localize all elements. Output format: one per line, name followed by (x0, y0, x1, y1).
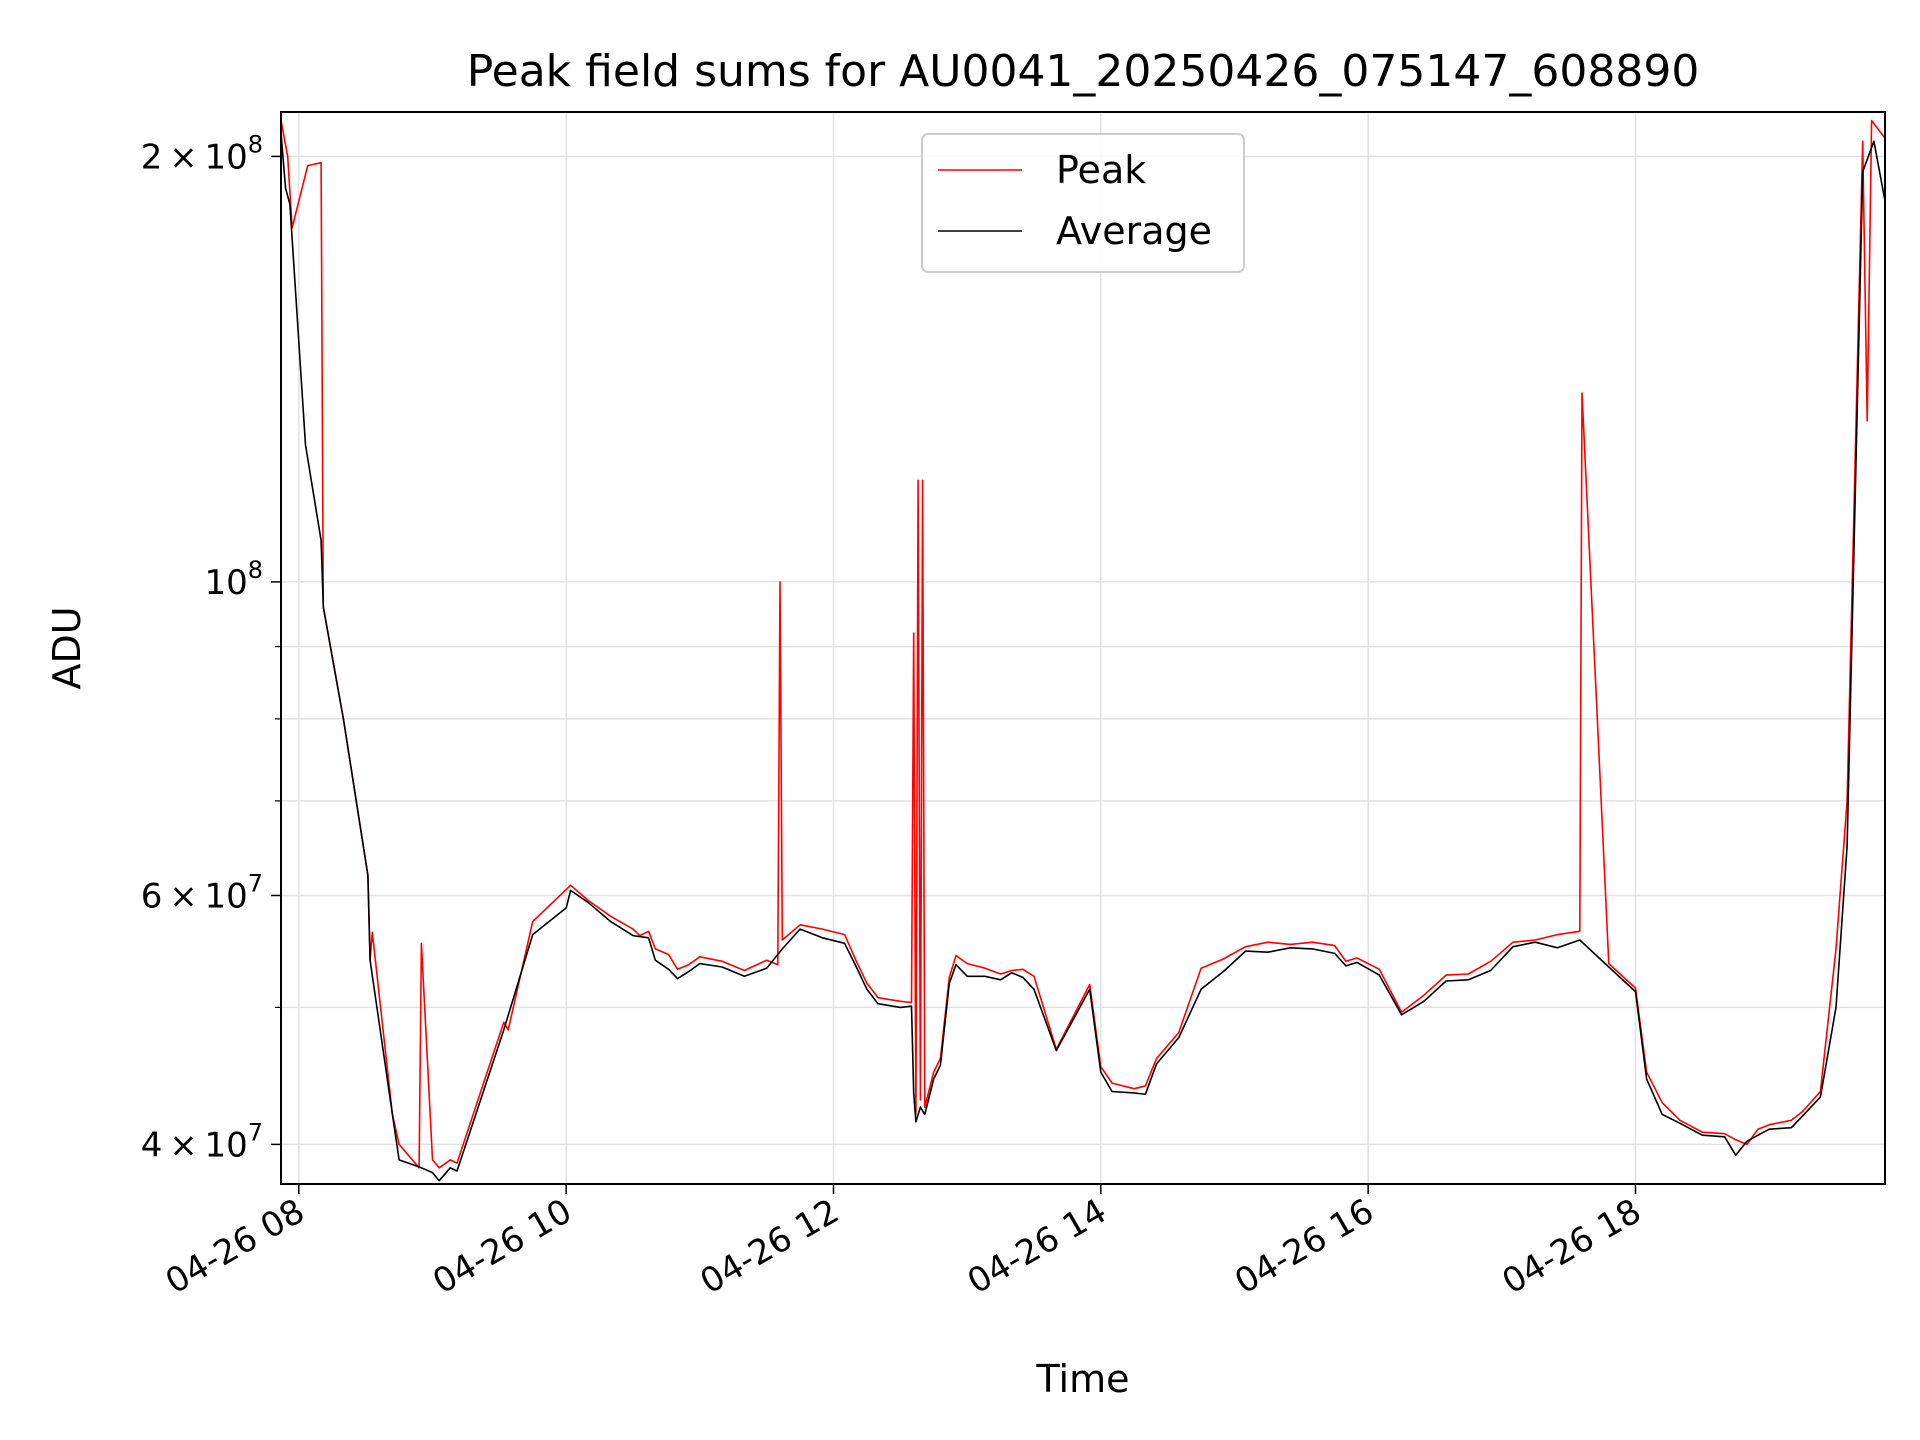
series-lines (280, 119, 1886, 1182)
y-axis-ticks: 4 × 107 6 × 107 108 2 × 108 (141, 130, 281, 1165)
legend-box (921, 133, 1245, 273)
plot-area (281, 112, 1885, 1184)
series-line-peak (280, 119, 1886, 1169)
legend-label-peak: Peak (1056, 148, 1146, 192)
grid (281, 112, 1885, 1184)
y-tick-label: 6 × 107 (141, 869, 263, 916)
y-tick-label: 108 (204, 556, 263, 603)
chart-title: Peak field sums for AU0041_20250426_0751… (467, 46, 1700, 97)
axes-frame (280, 111, 1886, 1185)
y-tick-label: 2 × 108 (141, 130, 263, 177)
series-line-average (280, 132, 1886, 1182)
y-tick-label: 4 × 107 (141, 1118, 263, 1165)
legend: Peak Average (921, 133, 1245, 273)
legend-label-average: Average (1056, 209, 1212, 253)
x-axis-label: Time (1036, 1357, 1130, 1401)
y-axis-label: ADU (45, 606, 89, 689)
